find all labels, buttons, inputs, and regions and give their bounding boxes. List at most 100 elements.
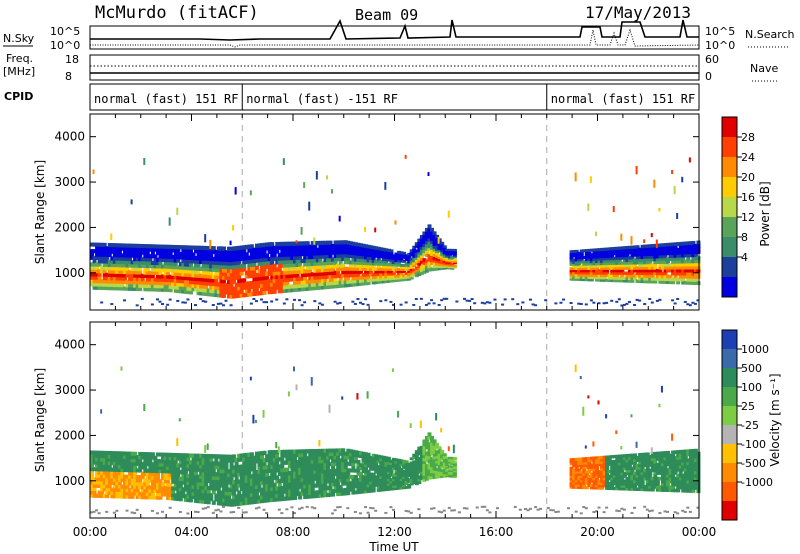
range-cell: [125, 491, 130, 496]
nsearch-label: N.Search: [745, 28, 795, 41]
range-cell: [683, 241, 688, 246]
range-cell: [280, 245, 285, 250]
range-cell: [331, 189, 334, 194]
range-cell: [437, 459, 442, 463]
range-cell: [577, 258, 582, 262]
range-cell: [447, 253, 452, 256]
range-cell: [161, 267, 166, 272]
range-cell: [414, 266, 419, 270]
range-cell: [643, 260, 648, 265]
range-cell: [592, 465, 597, 469]
range-cell: [135, 458, 140, 463]
range-cell: [135, 260, 140, 265]
range-cell: [397, 482, 402, 486]
range-cell: [128, 283, 133, 288]
range-cell: [582, 468, 587, 472]
range-cell: [163, 254, 168, 259]
range-cell: [290, 453, 295, 458]
range-cell: [305, 477, 310, 482]
range-cell: [338, 451, 343, 456]
range-cell: [254, 243, 259, 249]
range-cell: [407, 462, 412, 466]
range-cell: [92, 249, 97, 254]
range-cell: [452, 258, 457, 262]
range-cell: [247, 255, 252, 260]
velocity-data-layer: [90, 322, 701, 518]
range-cell: [582, 461, 587, 465]
range-cell: [402, 476, 407, 479]
range-cell: [295, 484, 300, 490]
range-cell: [424, 476, 429, 481]
range-cell: [323, 462, 328, 467]
range-cell: [346, 247, 351, 252]
range-cell: [186, 487, 191, 492]
range-cell: [572, 483, 577, 487]
range-cell: [125, 464, 130, 469]
range-cell: [407, 470, 412, 474]
range-cell: [140, 277, 145, 282]
range-cell: [239, 479, 244, 484]
range-cell: [181, 487, 186, 492]
range-cell: [419, 457, 424, 461]
range-cell: [166, 248, 171, 253]
range-cell: [239, 493, 244, 499]
range-cell: [366, 478, 371, 482]
range-cell: [295, 384, 298, 391]
range-cell: [280, 288, 285, 294]
range-cell: [364, 469, 369, 474]
range-cell: [186, 491, 191, 496]
range-cell: [417, 464, 422, 469]
range-cell: [158, 261, 163, 266]
range-cell: [206, 274, 211, 279]
range-cell: [262, 465, 267, 470]
range-cell: [272, 490, 277, 495]
range-cell: [666, 245, 671, 250]
range-cell: [437, 475, 442, 479]
range-cell: [186, 265, 191, 271]
range-cell: [386, 265, 391, 269]
range-cell: [625, 245, 630, 250]
range-cell: [115, 487, 120, 492]
range-cell: [140, 452, 145, 457]
range-cell: [102, 242, 107, 247]
range-cell: [653, 249, 658, 254]
range-cell: [158, 264, 163, 269]
range-cell: [227, 286, 232, 292]
range-cell: [150, 267, 155, 272]
range-cell: [166, 462, 171, 467]
range-cell: [584, 466, 589, 470]
range-cell: [404, 470, 409, 474]
range-cell: [140, 247, 145, 252]
range-cell: [386, 480, 391, 484]
range-cell: [260, 246, 265, 252]
range-cell: [577, 271, 582, 275]
range-cell: [693, 259, 698, 264]
range-cell: [313, 237, 316, 245]
range-cell: [442, 465, 447, 468]
range-cell: [409, 461, 414, 465]
range-cell: [417, 459, 422, 464]
range-cell: [384, 456, 389, 460]
range-cell: [422, 478, 427, 482]
range-cell: [678, 274, 683, 279]
range-cell: [574, 273, 579, 277]
range-cell: [191, 259, 196, 264]
range-cell: [432, 453, 437, 457]
range-cell: [224, 476, 229, 481]
range-cell: [267, 490, 272, 495]
range-cell: [97, 285, 102, 290]
range-cell: [95, 450, 100, 455]
range-cell: [574, 254, 579, 258]
range-cell: [275, 489, 280, 495]
range-cell: [602, 254, 607, 259]
range-cell: [168, 456, 173, 461]
range-cell: [122, 266, 127, 271]
range-cell: [358, 466, 363, 470]
range-cell: [234, 501, 239, 507]
range-cell: [188, 484, 193, 489]
cpid-segment-label: normal (fast) 151 RF: [94, 92, 239, 106]
range-cell: [115, 474, 120, 479]
range-cell: [404, 301, 408, 304]
range-cell: [285, 273, 290, 279]
range-cell: [645, 249, 650, 254]
